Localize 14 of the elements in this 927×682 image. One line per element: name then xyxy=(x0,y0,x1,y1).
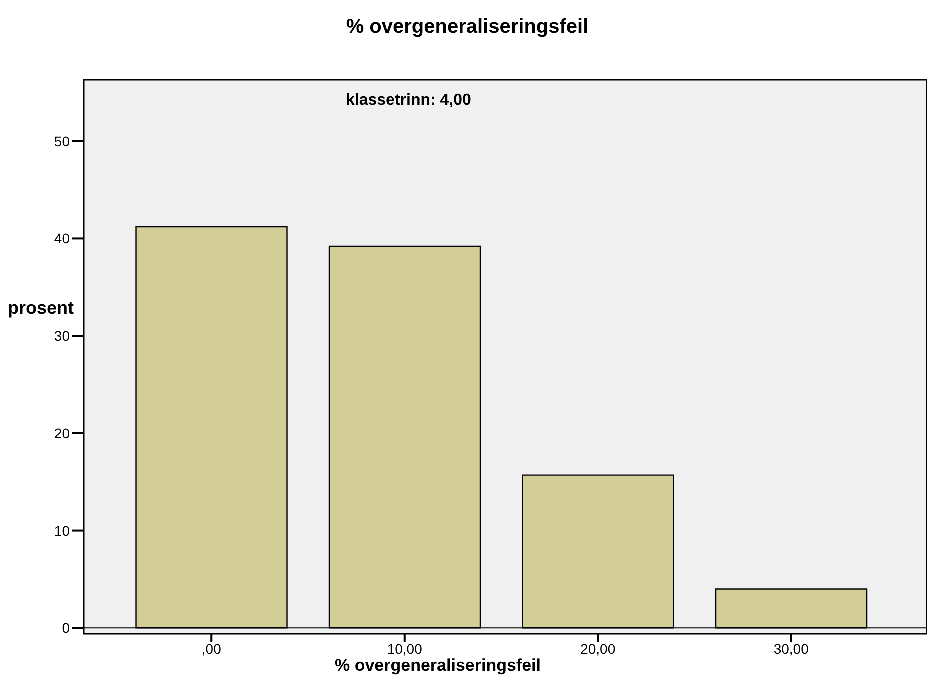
y-tick-label: 0 xyxy=(62,620,70,636)
chart-title: % overgeneraliseringsfeil xyxy=(345,16,590,39)
y-tick-label: 20 xyxy=(54,425,70,442)
y-axis-title: prosent xyxy=(8,298,74,319)
annotation: klassetrinn: 4,00 xyxy=(346,92,472,110)
x-tick-label: 30,00 xyxy=(774,640,810,657)
x-tick-label: 10,00 xyxy=(387,640,423,657)
x-axis-title: % overgeneraliseringsfeil xyxy=(334,656,542,676)
x-tick-label: 20,00 xyxy=(580,640,616,657)
y-tick-label: 50 xyxy=(54,133,70,150)
x-tick-label: ,00 xyxy=(202,640,222,657)
y-tick-label: 30 xyxy=(54,328,70,344)
y-tick-label: 40 xyxy=(54,230,70,247)
y-tick-label: 10 xyxy=(54,522,70,539)
